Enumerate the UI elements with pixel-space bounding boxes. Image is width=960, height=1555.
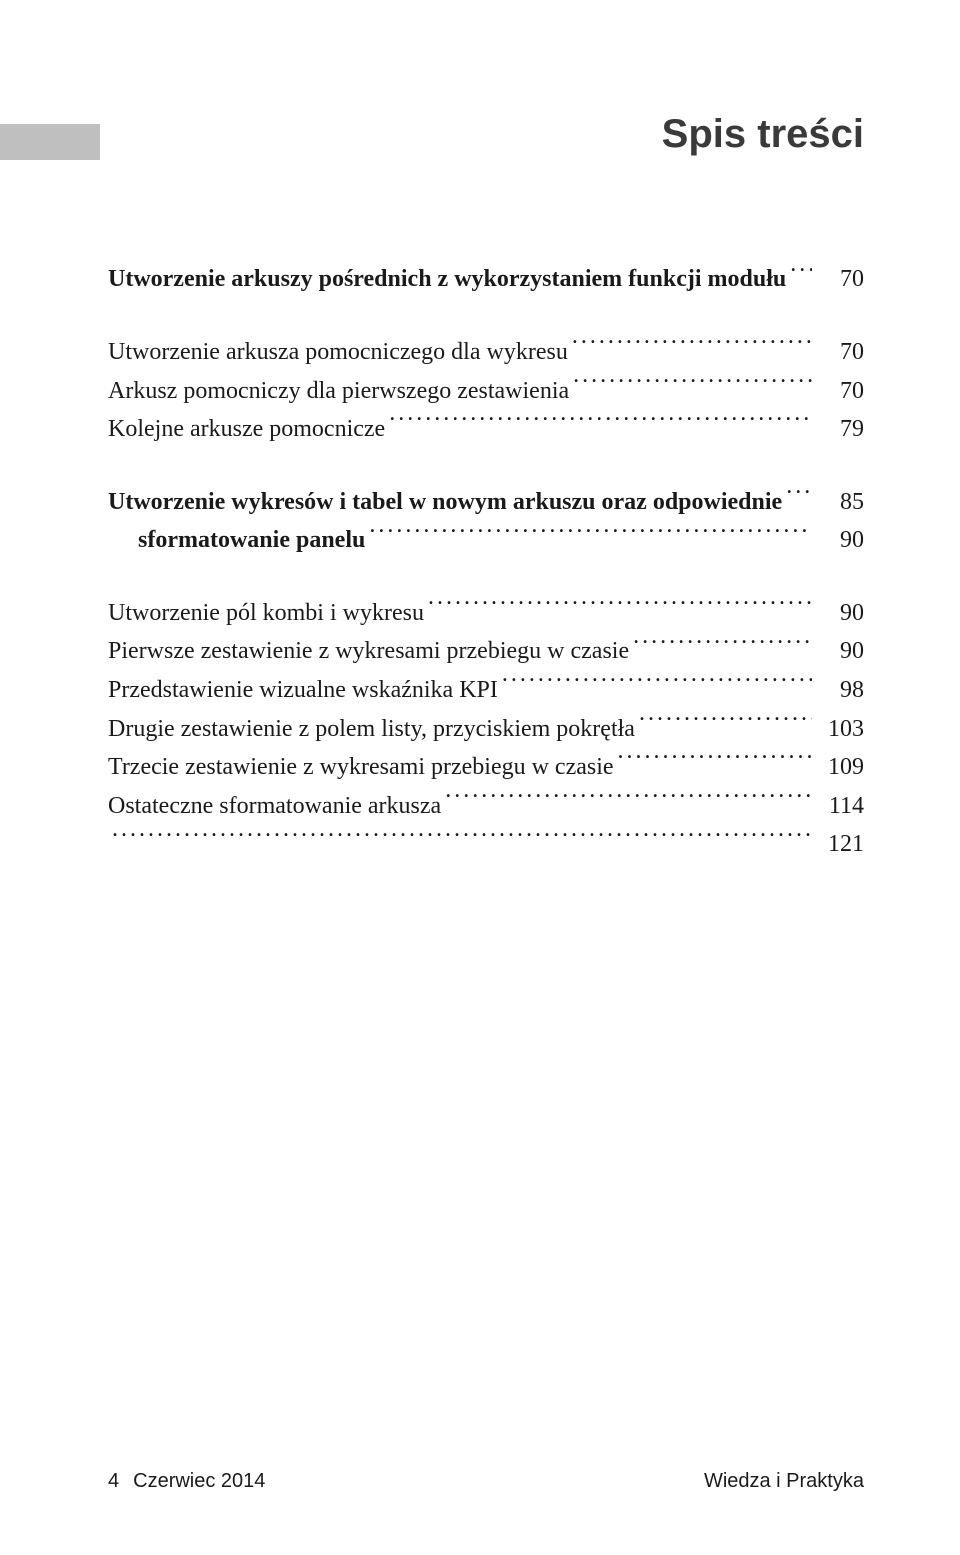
toc-entry: Arkusz pomocniczy dla pierwszego zestawi…: [108, 371, 864, 410]
toc-leader: [445, 786, 812, 812]
toc-page: 109: [820, 749, 864, 786]
toc-page: 79: [820, 411, 864, 448]
toc-label: Arkusz pomocniczy dla pierwszego zestawi…: [108, 373, 569, 410]
toc-entry-heading: Utworzenie wykresów i tabel w nowym arku…: [108, 482, 864, 521]
page-footer: 4 Czerwiec 2014 Wiedza i Praktyka: [108, 1470, 864, 1493]
toc-entry-heading-continuation: sformatowanie panelu 90: [108, 521, 864, 560]
toc-label: Drugie zestawienie z polem listy, przyci…: [108, 711, 635, 748]
toc-block: Utworzenie pól kombi i wykresu 90 Pierws…: [108, 593, 864, 863]
table-of-contents: Utworzenie arkuszy pośrednich z wykorzys…: [108, 260, 864, 898]
toc-entry: Utworzenie pól kombi i wykresu 90: [108, 593, 864, 632]
title-accent-bar: [0, 124, 100, 160]
toc-entry: Pierwsze zestawienie z wykresami przebie…: [108, 632, 864, 671]
toc-leader: [790, 260, 812, 286]
toc-page: 70: [820, 373, 864, 410]
title-bar: Spis treści: [0, 112, 960, 172]
page-title: Spis treści: [662, 112, 864, 157]
toc-label: Utworzenie wykresów i tabel w nowym arku…: [108, 484, 782, 521]
toc-page: 114: [820, 788, 864, 825]
footer-page-number: 4: [108, 1470, 119, 1493]
toc-page: 70: [820, 334, 864, 371]
toc-label: Utworzenie arkusza pomocniczego dla wykr…: [108, 334, 568, 371]
toc-entry: Utworzenie arkusza pomocniczego dla wykr…: [108, 333, 864, 372]
toc-leader: [633, 632, 812, 658]
toc-entry: Przedstawienie wizualne wskaźnika KPI 98: [108, 671, 864, 710]
toc-leader: [639, 709, 812, 735]
toc-page: 98: [820, 672, 864, 709]
toc-label: Przedstawienie wizualne wskaźnika KPI: [108, 672, 498, 709]
page: Spis treści Utworzenie arkuszy pośrednic…: [0, 0, 960, 1555]
toc-entry: Drugie zestawienie z polem listy, przyci…: [108, 709, 864, 748]
footer-date: Czerwiec 2014: [133, 1470, 265, 1493]
toc-leader: [618, 748, 812, 774]
toc-label: Utworzenie arkuszy pośrednich z wykorzys…: [108, 261, 786, 298]
toc-leader: [369, 521, 812, 547]
toc-label: Trzecie zestawienie z wykresami przebieg…: [108, 749, 614, 786]
toc-page: 90: [820, 633, 864, 670]
toc-entry: Trzecie zestawienie z wykresami przebieg…: [108, 748, 864, 787]
toc-block: Utworzenie arkusza pomocniczego dla wykr…: [108, 333, 864, 449]
toc-block: Utworzenie arkuszy pośrednich z wykorzys…: [108, 260, 864, 299]
toc-entry: Kolejne arkusze pomocnicze 79: [108, 410, 864, 449]
toc-page: 90: [820, 595, 864, 632]
toc-leader: [502, 671, 812, 697]
toc-page: 70: [820, 261, 864, 298]
toc-label: Utworzenie pól kombi i wykresu: [108, 595, 424, 632]
toc-leader: [389, 410, 812, 436]
toc-page: 121: [820, 826, 864, 863]
footer-right: Wiedza i Praktyka: [704, 1470, 864, 1493]
toc-block: Utworzenie wykresów i tabel w nowym arku…: [108, 482, 864, 559]
toc-entry: 121: [108, 825, 864, 864]
footer-left: 4 Czerwiec 2014: [108, 1470, 265, 1493]
toc-leader: [112, 825, 812, 851]
toc-leader: [428, 593, 812, 619]
toc-leader: [573, 371, 812, 397]
toc-label: Kolejne arkusze pomocnicze: [108, 411, 385, 448]
toc-entry-heading: Utworzenie arkuszy pośrednich z wykorzys…: [108, 260, 864, 299]
toc-page: 90: [820, 522, 864, 559]
toc-page: 85: [820, 484, 864, 521]
toc-leader: [572, 333, 812, 359]
toc-label: Pierwsze zestawienie z wykresami przebie…: [108, 633, 629, 670]
toc-entry: Ostateczne sformatowanie arkusza 114: [108, 786, 864, 825]
toc-label: sformatowanie panelu: [108, 522, 365, 559]
toc-page: 103: [820, 711, 864, 748]
toc-label: Ostateczne sformatowanie arkusza: [108, 788, 441, 825]
toc-leader: [786, 482, 812, 508]
